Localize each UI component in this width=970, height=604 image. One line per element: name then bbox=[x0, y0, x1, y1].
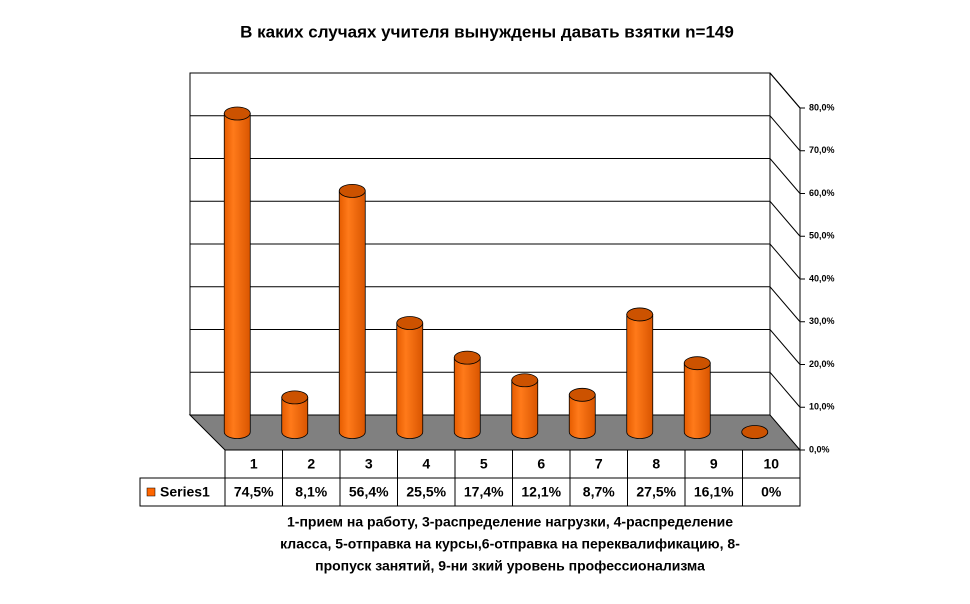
chart-title: В каких случаях учителя вынуждены давать… bbox=[240, 22, 734, 41]
note: 1-прием на работу, 3-распределение нагру… bbox=[287, 514, 733, 530]
bar-group bbox=[568, 387, 596, 439]
bar-group bbox=[453, 350, 481, 439]
bar-top bbox=[338, 183, 366, 198]
bar-top bbox=[741, 425, 769, 439]
bar bbox=[683, 362, 711, 439]
x-tick-label: 9 bbox=[710, 456, 718, 472]
bar-top bbox=[626, 307, 654, 322]
bar-top bbox=[511, 373, 539, 388]
bar bbox=[453, 357, 481, 439]
x-tick-label: 2 bbox=[307, 456, 315, 472]
x-tick-label: 7 bbox=[595, 456, 603, 472]
grid-line bbox=[190, 200, 801, 237]
y-tick-label: 30,0% bbox=[809, 316, 835, 326]
bar-group bbox=[223, 106, 251, 439]
note: класса, 5-отправка на курсы,6-отправка н… bbox=[280, 536, 740, 552]
note: пропуск занятий, 9-ни зкий уровень профе… bbox=[315, 558, 705, 574]
x-tick-label: 1 bbox=[250, 456, 258, 472]
bar-group bbox=[396, 316, 424, 439]
value-label: 12,1% bbox=[521, 484, 561, 500]
value-label: 16,1% bbox=[694, 484, 734, 500]
grid-line bbox=[190, 158, 801, 194]
bar bbox=[396, 322, 424, 439]
value-label: 17,4% bbox=[464, 484, 504, 500]
y-tick-label: 60,0% bbox=[809, 188, 835, 198]
x-tick-label: 4 bbox=[422, 456, 430, 472]
bar bbox=[281, 396, 309, 439]
grid-line bbox=[190, 72, 801, 109]
grid-line bbox=[190, 243, 801, 280]
grid-line bbox=[190, 115, 801, 152]
bar-top bbox=[683, 356, 711, 371]
bar-top bbox=[223, 106, 251, 121]
y-tick-label: 0,0% bbox=[809, 444, 830, 454]
grid-line bbox=[190, 329, 801, 365]
bar bbox=[223, 113, 251, 439]
legend-cell bbox=[139, 477, 226, 507]
grid-line bbox=[190, 286, 801, 323]
bar-group bbox=[511, 373, 539, 439]
bar bbox=[338, 190, 366, 439]
y-tick-label: 20,0% bbox=[809, 359, 835, 369]
x-tick-label: 5 bbox=[480, 456, 488, 472]
bar-top bbox=[568, 387, 596, 402]
y-tick-label: 40,0% bbox=[809, 273, 835, 283]
bar bbox=[511, 379, 539, 439]
bar-group bbox=[281, 390, 309, 439]
value-label: 0% bbox=[761, 484, 782, 500]
bar-top bbox=[396, 316, 424, 330]
y-tick-label: 70,0% bbox=[809, 145, 835, 155]
value-label: 8,7% bbox=[583, 484, 615, 500]
legend-swatch bbox=[146, 487, 156, 497]
legend-label: Series1 bbox=[160, 484, 210, 500]
bar-group bbox=[683, 356, 711, 439]
y-tick-label: 80,0% bbox=[809, 102, 835, 112]
value-label: 56,4% bbox=[349, 484, 389, 500]
bar-top bbox=[453, 350, 481, 365]
bar bbox=[626, 314, 654, 439]
value-label: 8,1% bbox=[295, 484, 327, 500]
bar-top bbox=[281, 390, 309, 405]
value-label: 25,5% bbox=[406, 484, 446, 500]
bar-group bbox=[741, 425, 769, 439]
y-tick-label: 50,0% bbox=[809, 231, 835, 241]
x-tick-label: 3 bbox=[365, 456, 373, 472]
bar-group bbox=[626, 307, 654, 439]
bar bbox=[568, 394, 596, 439]
value-label: 27,5% bbox=[636, 484, 676, 500]
grid-line bbox=[190, 371, 801, 408]
x-tick-label: 10 bbox=[763, 456, 779, 472]
value-label: 74,5% bbox=[234, 484, 274, 500]
x-tick-label: 8 bbox=[652, 456, 660, 472]
y-tick-label: 10,0% bbox=[809, 402, 835, 412]
bar-group bbox=[338, 183, 366, 439]
x-tick-label: 6 bbox=[537, 456, 545, 472]
